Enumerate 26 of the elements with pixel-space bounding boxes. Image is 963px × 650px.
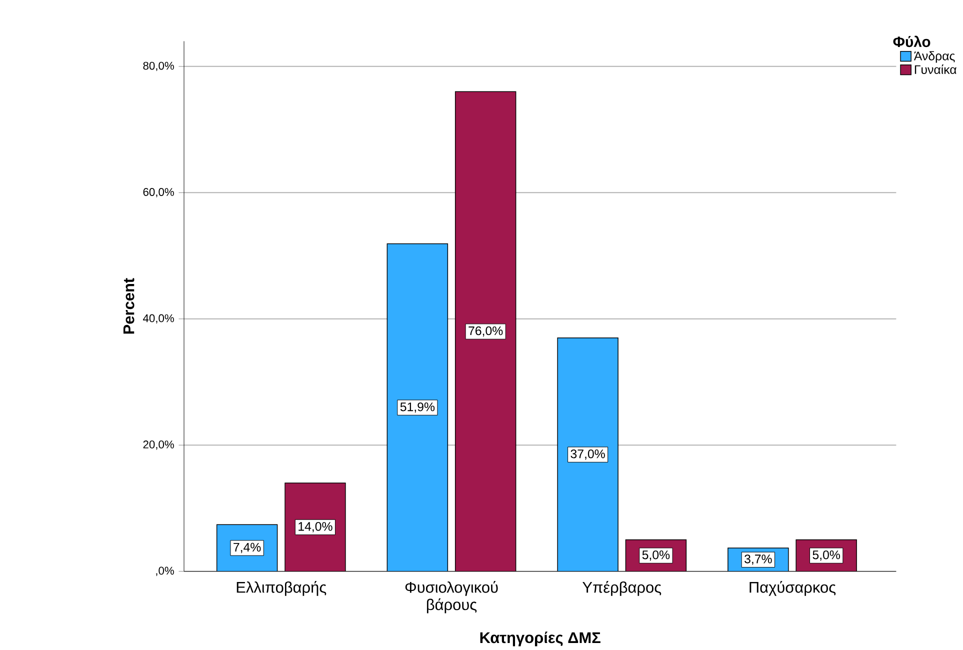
data-label: 14,0% <box>298 522 332 532</box>
data-label: 51,9% <box>400 402 435 413</box>
bar <box>557 337 618 572</box>
data-label: 37,0% <box>570 449 605 460</box>
y-tick-label: ,0% <box>156 566 174 576</box>
y-tick-label: 60,0% <box>143 188 174 198</box>
legend-label: Γυναίκα <box>914 64 956 74</box>
x-tick-label: Υπέρβαρος <box>582 580 662 596</box>
y-tick-label: 80,0% <box>143 62 174 71</box>
y-axis-title: Percent <box>123 278 134 334</box>
x-tick-label: Παχύσαρκος <box>750 580 836 596</box>
data-label: 3,7% <box>744 554 772 565</box>
data-label: 76,0% <box>468 326 503 336</box>
x-tick-label: Φυσιολογικού βάρους <box>405 580 498 614</box>
x-tick-label: Ελλιποβαρής <box>236 580 326 596</box>
x-axis-title: Κατηγορίες ΔΜΣ <box>480 631 600 646</box>
data-label: 7,4% <box>234 542 261 553</box>
y-tick-label: 40,0% <box>143 314 174 324</box>
data-label: 5,0% <box>642 550 670 561</box>
y-tick-label: 20,0% <box>143 440 174 450</box>
bar <box>454 91 516 572</box>
bar <box>284 482 346 572</box>
bar <box>386 243 448 572</box>
legend-label: Άνδρας <box>914 51 955 63</box>
legend-title: Φύλο <box>893 36 930 47</box>
data-label: 5,0% <box>812 550 840 561</box>
